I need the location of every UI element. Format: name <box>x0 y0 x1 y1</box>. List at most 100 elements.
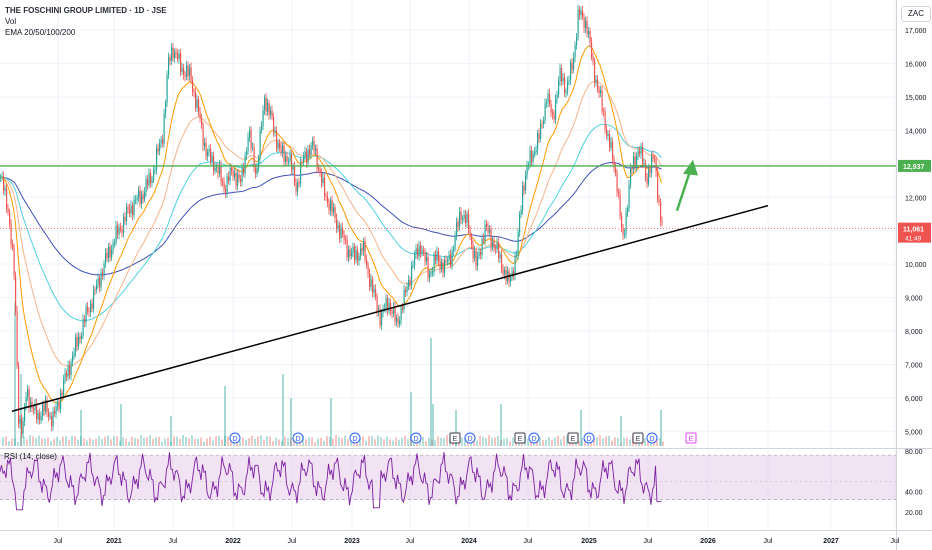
candle-body <box>163 113 165 144</box>
volume-spike-bar <box>430 338 432 446</box>
candle-body <box>559 67 561 82</box>
volume-bar <box>410 436 412 446</box>
ema-indicator-label[interactable]: EMA 20/50/100/200 <box>5 28 76 37</box>
candle-body <box>216 167 218 169</box>
volume-spike-bar <box>120 404 122 446</box>
event-marker-label: D <box>232 436 237 443</box>
event-marker[interactable]: D <box>583 432 595 444</box>
candle-body <box>162 139 164 144</box>
currency-button[interactable]: ZAC <box>901 6 931 22</box>
event-marker[interactable]: D <box>646 432 658 444</box>
candle-body <box>576 37 578 45</box>
volume-bar <box>302 435 304 446</box>
event-marker[interactable]: E <box>632 432 644 444</box>
volume-bar <box>176 436 178 446</box>
candle-body <box>63 379 65 395</box>
event-marker-label: D <box>531 436 536 443</box>
candle-body <box>534 151 536 154</box>
volume-bar <box>602 438 604 446</box>
candle-body <box>222 181 224 183</box>
candle-body <box>66 372 68 377</box>
rsi-indicator-label[interactable]: RSI (14, close) <box>4 452 57 461</box>
candle-body <box>93 289 95 309</box>
candle-body <box>546 102 548 104</box>
candle-body <box>111 249 113 258</box>
candle-body <box>496 242 498 250</box>
volume-bar <box>356 441 358 446</box>
volume-bar <box>506 438 508 446</box>
volume-bar <box>653 440 655 446</box>
candle-body <box>330 200 332 211</box>
candle-body <box>529 150 531 165</box>
candle-body <box>381 312 383 326</box>
candle-body <box>217 167 219 174</box>
volume-indicator-label[interactable]: Vol <box>5 17 17 26</box>
candle-body <box>189 67 191 76</box>
candle-body <box>405 289 407 292</box>
volume-bar <box>326 436 328 446</box>
event-marker[interactable]: D <box>229 432 241 444</box>
price-tick-label: 5,000 <box>905 429 923 436</box>
candle-body <box>411 265 413 286</box>
candle-body <box>328 203 330 211</box>
candle-body <box>447 260 449 262</box>
volume-spike-bar <box>170 416 172 446</box>
event-marker[interactable]: D <box>410 432 422 444</box>
candle-body <box>580 10 582 16</box>
time-tick-label: 2022 <box>225 538 241 545</box>
volume-spike-bar <box>455 410 457 446</box>
event-marker[interactable]: D <box>292 432 304 444</box>
event-marker[interactable]: E <box>514 432 526 444</box>
event-marker[interactable]: D <box>464 432 476 444</box>
volume-bar <box>503 438 505 446</box>
candle-body <box>12 244 14 248</box>
candle-body <box>159 143 161 152</box>
volume-bar <box>314 442 316 446</box>
candle-body <box>96 284 98 290</box>
volume-bar <box>83 438 85 446</box>
candle-body <box>127 207 129 209</box>
volume-bar <box>92 439 94 446</box>
event-marker[interactable]: E <box>685 432 697 444</box>
event-marker-label: D <box>413 436 418 443</box>
volume-bar <box>80 436 82 446</box>
candle-body <box>622 227 624 236</box>
candle-body <box>79 336 81 339</box>
candle-body <box>343 234 345 240</box>
event-marker[interactable]: E <box>449 432 461 444</box>
dividend-marker-circle <box>464 432 476 444</box>
event-marker[interactable]: E <box>567 432 579 444</box>
candle-body <box>490 229 492 248</box>
candle-body <box>214 167 216 172</box>
volume-bar <box>158 436 160 446</box>
dividend-marker-circle <box>229 432 241 444</box>
candle-body <box>583 17 585 29</box>
volume-bar <box>476 440 478 446</box>
candle-body <box>468 213 470 230</box>
candle-body <box>235 172 237 186</box>
candle-body <box>586 20 588 34</box>
candle-body <box>369 273 371 288</box>
volume-bar <box>104 436 106 446</box>
volume-bar <box>113 436 115 446</box>
candle-body <box>73 352 75 356</box>
candle-body <box>16 310 18 366</box>
candle-body <box>406 286 408 292</box>
event-marker[interactable]: D <box>349 432 361 444</box>
event-marker[interactable]: D <box>528 432 540 444</box>
candle-body <box>243 167 245 174</box>
volume-bar <box>251 435 253 446</box>
price-tick-label: 15,000 <box>905 95 927 102</box>
volume-bar <box>32 436 34 446</box>
time-tick-label: Jul <box>169 538 178 545</box>
volume-bar <box>50 441 52 446</box>
volume-bar <box>404 435 406 446</box>
symbol-title[interactable]: THE FOSCHINI GROUP LIMITED · 1D · JSE <box>5 6 167 15</box>
candle-body <box>324 178 326 197</box>
candle-body <box>256 168 258 174</box>
candle-body <box>58 402 60 410</box>
event-marker-label: D <box>649 436 654 443</box>
candle-body <box>421 250 423 254</box>
volume-bar <box>203 441 205 446</box>
